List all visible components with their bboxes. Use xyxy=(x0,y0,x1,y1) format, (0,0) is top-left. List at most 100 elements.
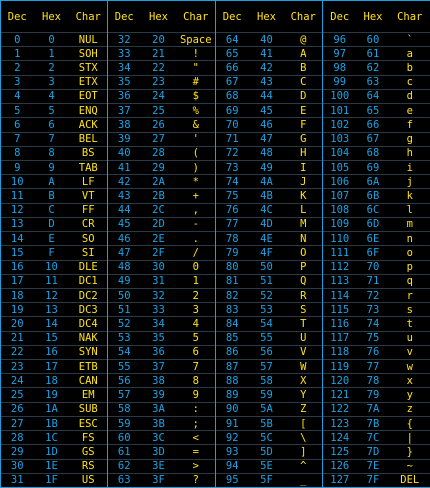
dec-value: 117 xyxy=(322,330,357,346)
dec-value: 102 xyxy=(322,117,357,133)
hex-value: 22 xyxy=(140,60,177,76)
dec-value: 59 xyxy=(107,415,141,431)
dec-value: 42 xyxy=(107,174,141,189)
char-value: E xyxy=(284,103,323,118)
char-value: 6 xyxy=(176,344,216,360)
dec-value: 33 xyxy=(107,46,141,61)
char-value: DEL xyxy=(389,472,430,488)
dec-value: 39 xyxy=(107,131,141,147)
char-value: W xyxy=(284,359,323,374)
hex-value: 8 xyxy=(33,145,70,161)
dec-value: 34 xyxy=(107,60,141,76)
dec-value: 51 xyxy=(107,302,141,317)
hex-value: 62 xyxy=(356,60,390,76)
hex-value: 28 xyxy=(140,145,177,161)
dec-value: 54 xyxy=(107,344,141,360)
hex-value: 5 xyxy=(33,103,70,118)
dec-value: 118 xyxy=(322,344,357,360)
hex-value: 50 xyxy=(248,259,285,275)
char-value: US xyxy=(69,472,108,488)
hex-value: 4 xyxy=(33,88,70,104)
char-value: C xyxy=(284,74,323,90)
hex-value: 65 xyxy=(356,103,390,118)
char-value: ENQ xyxy=(69,103,108,118)
dec-value: 4 xyxy=(0,88,34,104)
hex-value: 7E xyxy=(356,458,390,474)
header-dec: Dec xyxy=(0,0,34,33)
hex-value: 49 xyxy=(248,159,285,175)
hex-value: 4E xyxy=(248,231,285,246)
char-value: I xyxy=(284,159,323,175)
hex-value: 77 xyxy=(356,359,390,374)
dec-value: 25 xyxy=(0,387,34,403)
hex-value: 67 xyxy=(356,131,390,147)
dec-value: 29 xyxy=(0,444,34,460)
table-row: 27 1B ESC 59 3B; 91 5B[123 7B{ xyxy=(0,415,430,431)
char-value: + xyxy=(176,188,216,204)
dec-value: 43 xyxy=(107,188,141,204)
char-value: ESC xyxy=(69,415,108,431)
char-value: $ xyxy=(176,88,216,104)
dec-value: 20 xyxy=(0,316,34,332)
hex-value: 3F xyxy=(140,472,177,488)
header-char: Char xyxy=(389,0,430,33)
dec-value: 61 xyxy=(107,444,141,460)
dec-value: 70 xyxy=(215,117,249,133)
char-value: R xyxy=(284,287,323,303)
char-value: > xyxy=(176,458,216,474)
dec-value: 78 xyxy=(215,231,249,246)
dec-value: 6 xyxy=(0,117,34,133)
dec-value: 97 xyxy=(322,46,357,61)
char-value: O xyxy=(284,245,323,260)
table-row: 15 F SI 47 2F/79 4F O 111 6F o xyxy=(0,245,430,260)
dec-value: 109 xyxy=(322,216,357,232)
hex-value: D xyxy=(33,216,70,232)
char-value: 3 xyxy=(176,302,216,317)
char-value: q xyxy=(389,273,430,289)
dec-value: 23 xyxy=(0,359,34,374)
dec-value: 126 xyxy=(322,458,357,474)
char-value: CR xyxy=(69,216,108,232)
dec-value: 116 xyxy=(322,316,357,332)
dec-value: 21 xyxy=(0,330,34,346)
char-value: GS xyxy=(69,444,108,460)
char-value: p xyxy=(389,259,430,275)
hex-value: 7B xyxy=(356,415,390,431)
hex-value: 4B xyxy=(248,188,285,204)
hex-value: 2 xyxy=(33,60,70,76)
char-value: j xyxy=(389,174,430,189)
dec-value: 94 xyxy=(215,458,249,474)
char-value: g xyxy=(389,131,430,147)
char-value: EOT xyxy=(69,88,108,104)
dec-value: 110 xyxy=(322,231,357,246)
hex-value: 7A xyxy=(356,401,390,417)
hex-value: 61 xyxy=(356,46,390,61)
char-value: # xyxy=(176,74,216,90)
table-row: 8 8 BS 40 28(72 48 H 104 68 h xyxy=(0,145,430,161)
char-value: s xyxy=(389,302,430,317)
hex-value: 1C xyxy=(33,430,70,445)
char-value: F xyxy=(284,117,323,133)
dec-value: 27 xyxy=(0,415,34,431)
char-value: S xyxy=(284,302,323,317)
hex-value: 5B xyxy=(248,415,285,431)
dec-value: 35 xyxy=(107,74,141,90)
char-value: 7 xyxy=(176,359,216,374)
dec-value: 0 xyxy=(0,31,34,47)
hex-value: 55 xyxy=(248,330,285,346)
hex-value: 2E xyxy=(140,231,177,246)
char-value: t xyxy=(389,316,430,332)
char-value: BEL xyxy=(69,131,108,147)
char-value: ' xyxy=(176,131,216,147)
hex-value: 44 xyxy=(248,88,285,104)
header-hex: Hex xyxy=(140,0,177,33)
char-value: LF xyxy=(69,174,108,189)
hex-value: 3C xyxy=(140,430,177,445)
header-hex: Hex xyxy=(33,0,70,33)
hex-value: 59 xyxy=(248,387,285,403)
dec-value: 49 xyxy=(107,273,141,289)
hex-value: 5C xyxy=(248,430,285,445)
hex-value: 41 xyxy=(248,46,285,61)
hex-value: 72 xyxy=(356,287,390,303)
table-row: 9 9 TAB 41 29) 73 49 I 105 69 i xyxy=(0,159,430,175)
